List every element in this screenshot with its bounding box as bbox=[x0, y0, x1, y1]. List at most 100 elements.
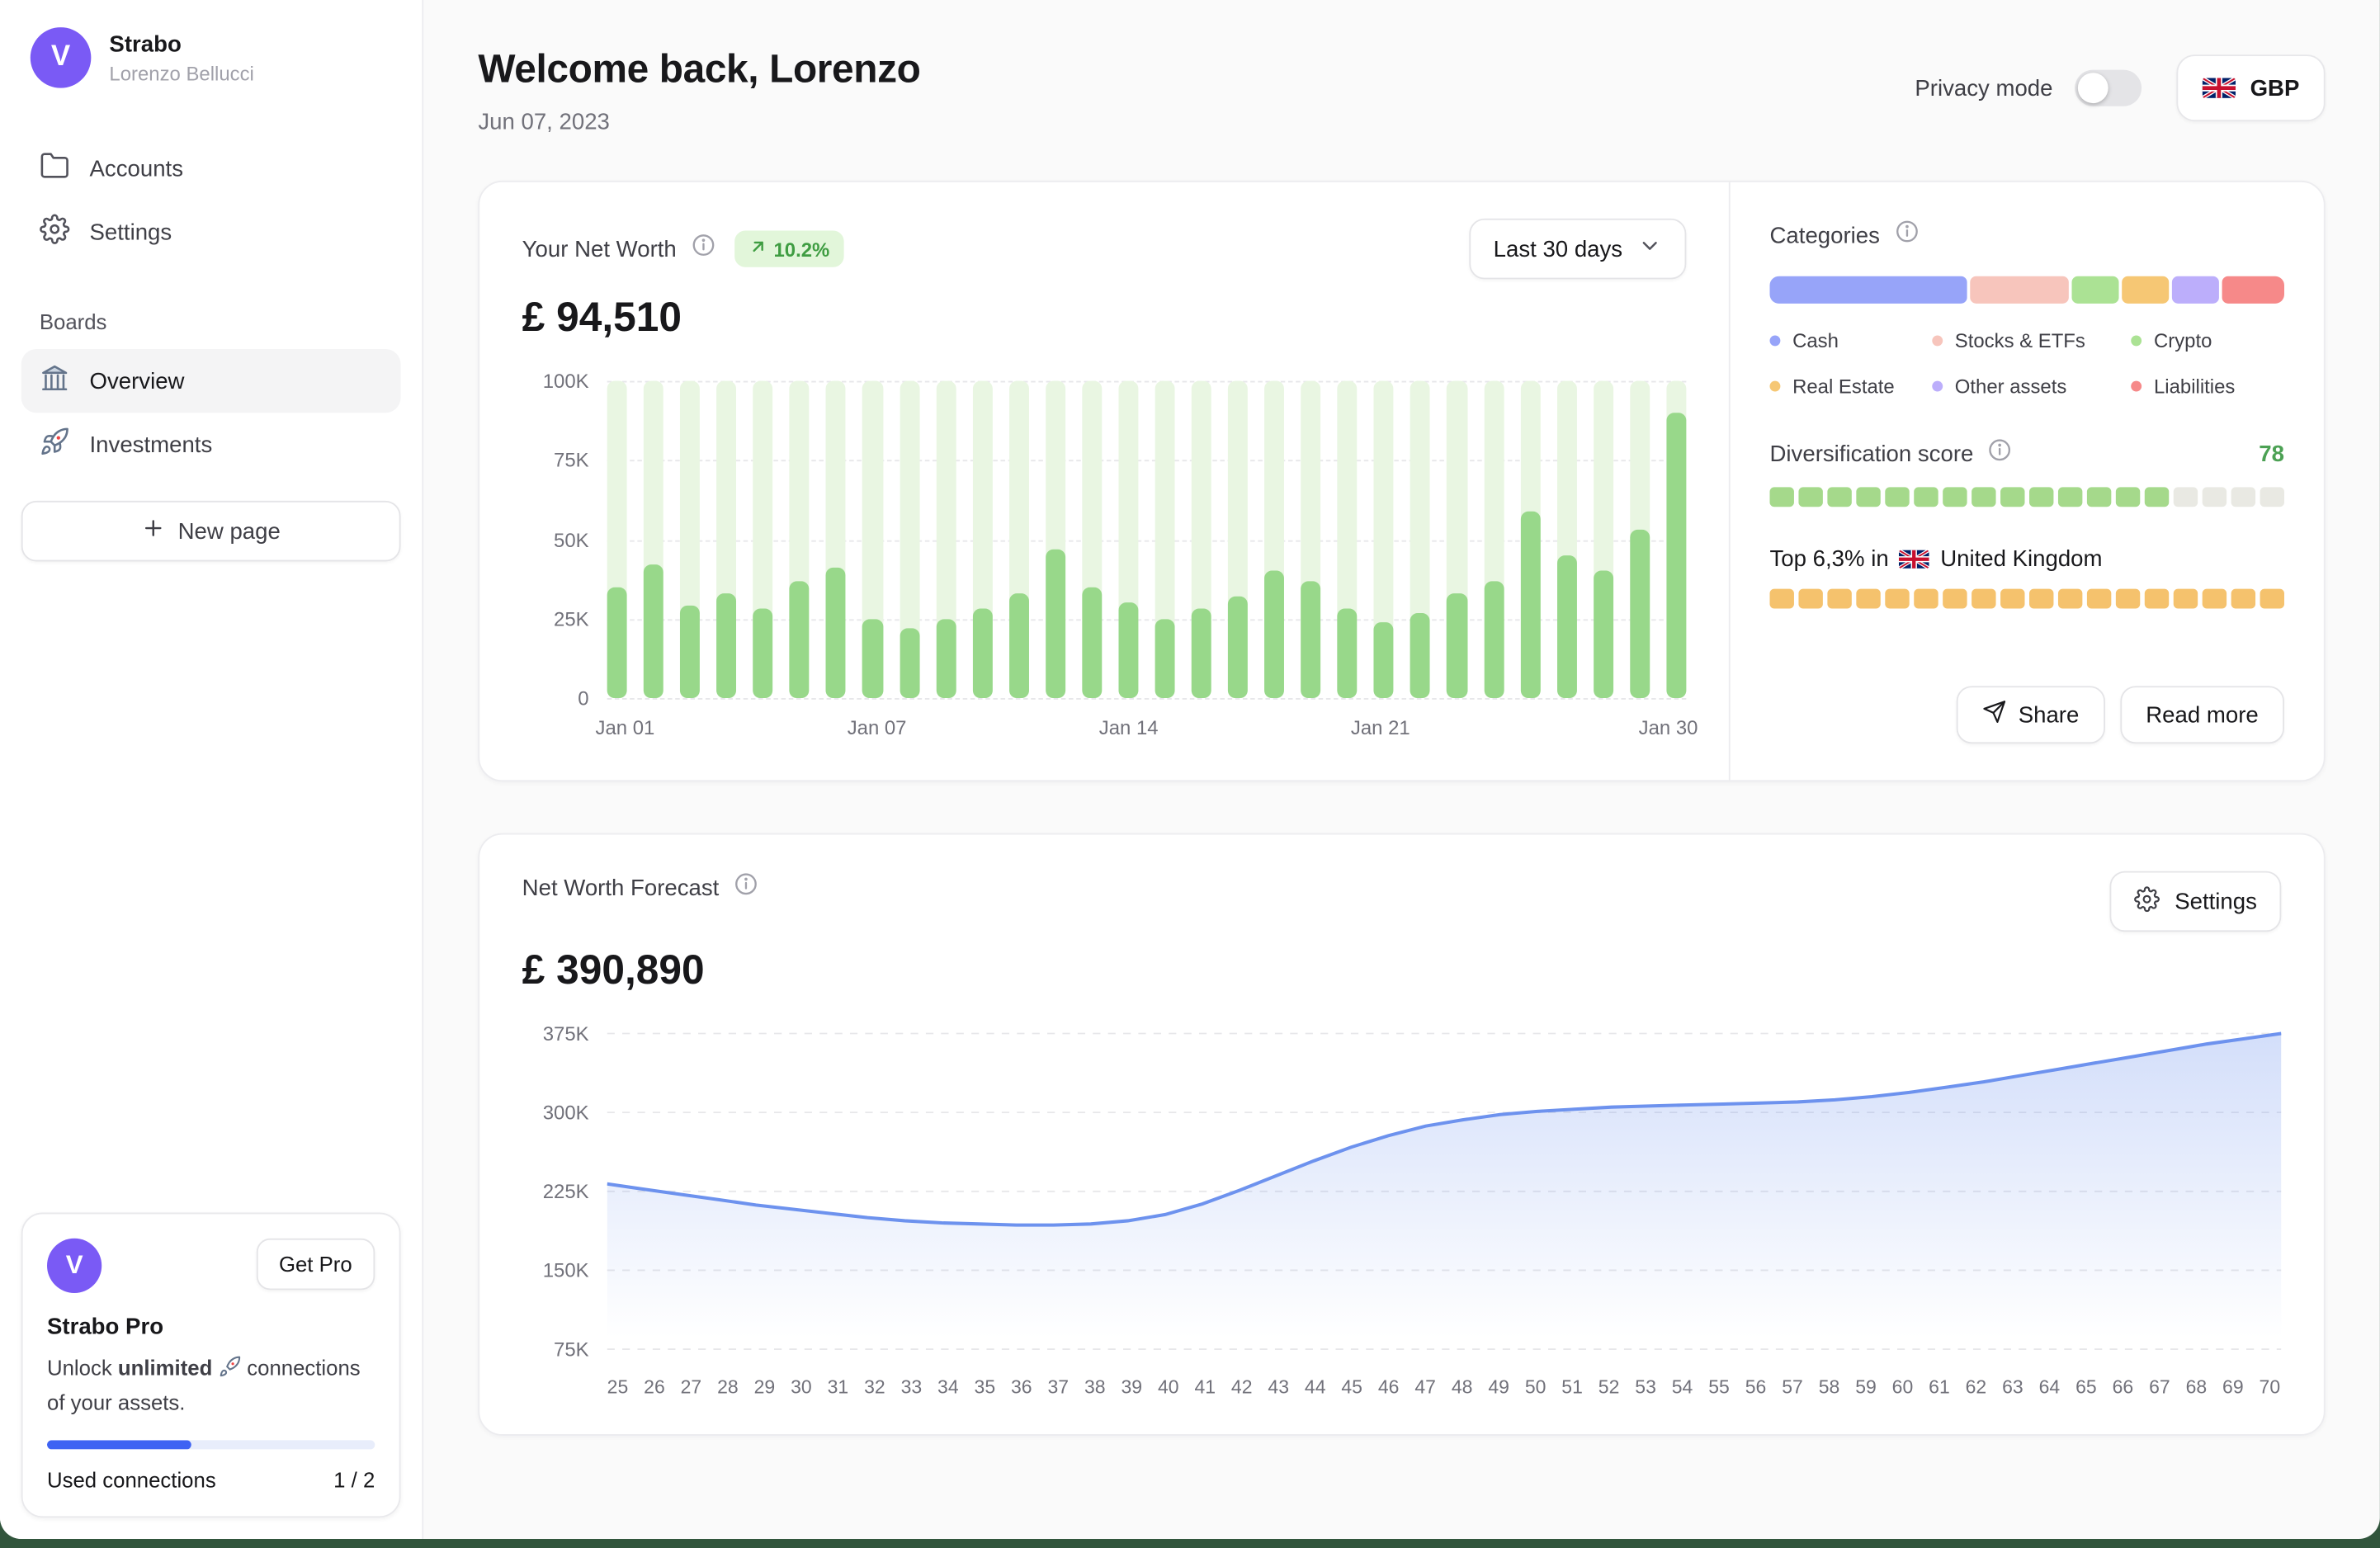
x-tick-label: 60 bbox=[1892, 1376, 1914, 1398]
pro-desc-bold: unlimited bbox=[118, 1355, 212, 1379]
segment-cell bbox=[2087, 487, 2111, 507]
bar-value bbox=[862, 619, 882, 698]
bar-value bbox=[1046, 549, 1065, 698]
segment-cell bbox=[1914, 487, 1938, 507]
y-tick-label: 75K bbox=[554, 449, 589, 472]
sidebar-item-label: Investments bbox=[90, 432, 213, 457]
x-tick-label: 53 bbox=[1635, 1376, 1656, 1398]
bar bbox=[1118, 381, 1138, 698]
bar-value bbox=[1264, 571, 1284, 698]
currency-button[interactable]: GBP bbox=[2177, 54, 2325, 121]
new-page-button[interactable]: New page bbox=[21, 501, 401, 562]
x-tick-label: 38 bbox=[1084, 1376, 1106, 1398]
bar-value bbox=[1374, 622, 1394, 698]
used-connections-value: 1 / 2 bbox=[333, 1468, 375, 1492]
user-name: Lorenzo Bellucci bbox=[109, 61, 253, 84]
top-percent-prefix: Top 6,3% in bbox=[1770, 546, 1889, 572]
bar-value bbox=[1118, 603, 1138, 698]
categories-panel: Categories Cash Stocks & ETFs Crypto Rea… bbox=[1729, 182, 2324, 781]
segment-cell bbox=[2145, 589, 2169, 609]
x-tick-label: 42 bbox=[1231, 1376, 1253, 1398]
sidebar-item-overview[interactable]: Overview bbox=[21, 349, 401, 413]
logo-letter: V bbox=[51, 41, 70, 74]
rocket-icon bbox=[40, 427, 70, 463]
read-more-button[interactable]: Read more bbox=[2120, 686, 2284, 743]
bar bbox=[1155, 381, 1175, 698]
y-tick-label: 150K bbox=[543, 1259, 589, 1282]
x-tick-label: 64 bbox=[2039, 1376, 2061, 1398]
legend-item-stocks: Stocks & ETFs bbox=[1932, 329, 2131, 352]
x-tick-label: 65 bbox=[2075, 1376, 2097, 1398]
info-icon[interactable] bbox=[733, 871, 758, 904]
forecast-settings-label: Settings bbox=[2175, 889, 2257, 914]
net-worth-value: £ 94,510 bbox=[522, 295, 1687, 342]
date-range-selector[interactable]: Last 30 days bbox=[1469, 219, 1686, 280]
forecast-settings-button[interactable]: Settings bbox=[2109, 871, 2281, 932]
sidebar-item-investments[interactable]: Investments bbox=[21, 413, 401, 476]
info-icon[interactable] bbox=[1893, 219, 1919, 252]
segment-cell bbox=[1770, 589, 1794, 609]
info-icon[interactable] bbox=[690, 232, 715, 265]
other-assets-dot bbox=[1932, 381, 1943, 392]
plus-icon bbox=[141, 516, 165, 546]
y-tick-label: 50K bbox=[554, 528, 589, 551]
app-name: Strabo bbox=[109, 31, 253, 57]
gear-icon bbox=[40, 214, 70, 250]
bar bbox=[1484, 381, 1504, 698]
x-tick-label: 48 bbox=[1452, 1376, 1473, 1398]
pro-description: Unlock unlimited connections of your ass… bbox=[47, 1352, 375, 1419]
bar-value bbox=[1082, 588, 1102, 699]
info-icon[interactable] bbox=[1987, 437, 2013, 470]
x-tick-label: 69 bbox=[2222, 1376, 2244, 1398]
bar bbox=[1410, 381, 1430, 698]
net-worth-bars bbox=[607, 381, 1687, 698]
x-tick-label: 46 bbox=[1378, 1376, 1400, 1398]
bank-icon bbox=[40, 363, 70, 399]
pro-card: V Get Pro Strabo Pro Unlock unlimited co… bbox=[21, 1213, 401, 1518]
bar-value bbox=[1338, 609, 1358, 698]
get-pro-button[interactable]: Get Pro bbox=[256, 1239, 375, 1291]
y-tick-label: 375K bbox=[543, 1022, 589, 1045]
segment-cell bbox=[1856, 589, 1880, 609]
bar-value bbox=[1630, 530, 1650, 698]
x-tick-label: 44 bbox=[1305, 1376, 1326, 1398]
bar-value bbox=[753, 609, 773, 698]
connections-progress bbox=[47, 1440, 375, 1449]
sidebar-item-settings[interactable]: Settings bbox=[21, 201, 401, 264]
bar bbox=[1447, 381, 1467, 698]
forecast-x-axis: 2526272829303132333435363738394041424344… bbox=[607, 1376, 2282, 1398]
legend-label: Other assets bbox=[1955, 375, 2067, 398]
bar-value bbox=[936, 619, 956, 698]
category-segment bbox=[2123, 276, 2170, 304]
x-tick-label: Jan 07 bbox=[848, 716, 907, 739]
new-page-label: New page bbox=[178, 518, 281, 544]
segment-cell bbox=[1943, 487, 1967, 507]
bar bbox=[753, 381, 773, 698]
x-tick-label: 32 bbox=[864, 1376, 885, 1398]
privacy-mode-toggle[interactable] bbox=[2075, 70, 2142, 106]
category-segment bbox=[2222, 276, 2284, 304]
top-percent-text: Top 6,3% in United Kingdom bbox=[1770, 546, 2284, 572]
legend-label: Crypto bbox=[2154, 329, 2212, 352]
y-tick-label: 225K bbox=[543, 1180, 589, 1203]
x-tick-label: Jan 21 bbox=[1351, 716, 1410, 739]
change-value: 10.2% bbox=[773, 238, 829, 261]
share-button[interactable]: Share bbox=[1956, 686, 2104, 743]
sidebar-item-label: Settings bbox=[90, 219, 172, 245]
gridline bbox=[607, 698, 1687, 700]
send-icon bbox=[1982, 700, 2006, 730]
x-tick-label: 37 bbox=[1048, 1376, 1070, 1398]
sidebar-item-accounts[interactable]: Accounts bbox=[21, 137, 401, 201]
app-logo-row: V Strabo Lorenzo Bellucci bbox=[21, 27, 401, 88]
segment-cell bbox=[2203, 487, 2227, 507]
bar bbox=[1374, 381, 1394, 698]
net-worth-title: Your Net Worth bbox=[522, 236, 677, 262]
pro-title: Strabo Pro bbox=[47, 1314, 375, 1340]
x-tick-label: 70 bbox=[2260, 1376, 2281, 1398]
page-header: Welcome back, Lorenzo Jun 07, 2023 Priva… bbox=[478, 45, 2325, 135]
y-tick-label: 75K bbox=[554, 1338, 589, 1361]
diversification-score: 78 bbox=[2259, 441, 2284, 466]
forecast-chart: 375K300K225K150K75K bbox=[607, 1018, 2282, 1364]
segment-cell bbox=[1885, 589, 1909, 609]
segment-cell bbox=[2029, 487, 2053, 507]
